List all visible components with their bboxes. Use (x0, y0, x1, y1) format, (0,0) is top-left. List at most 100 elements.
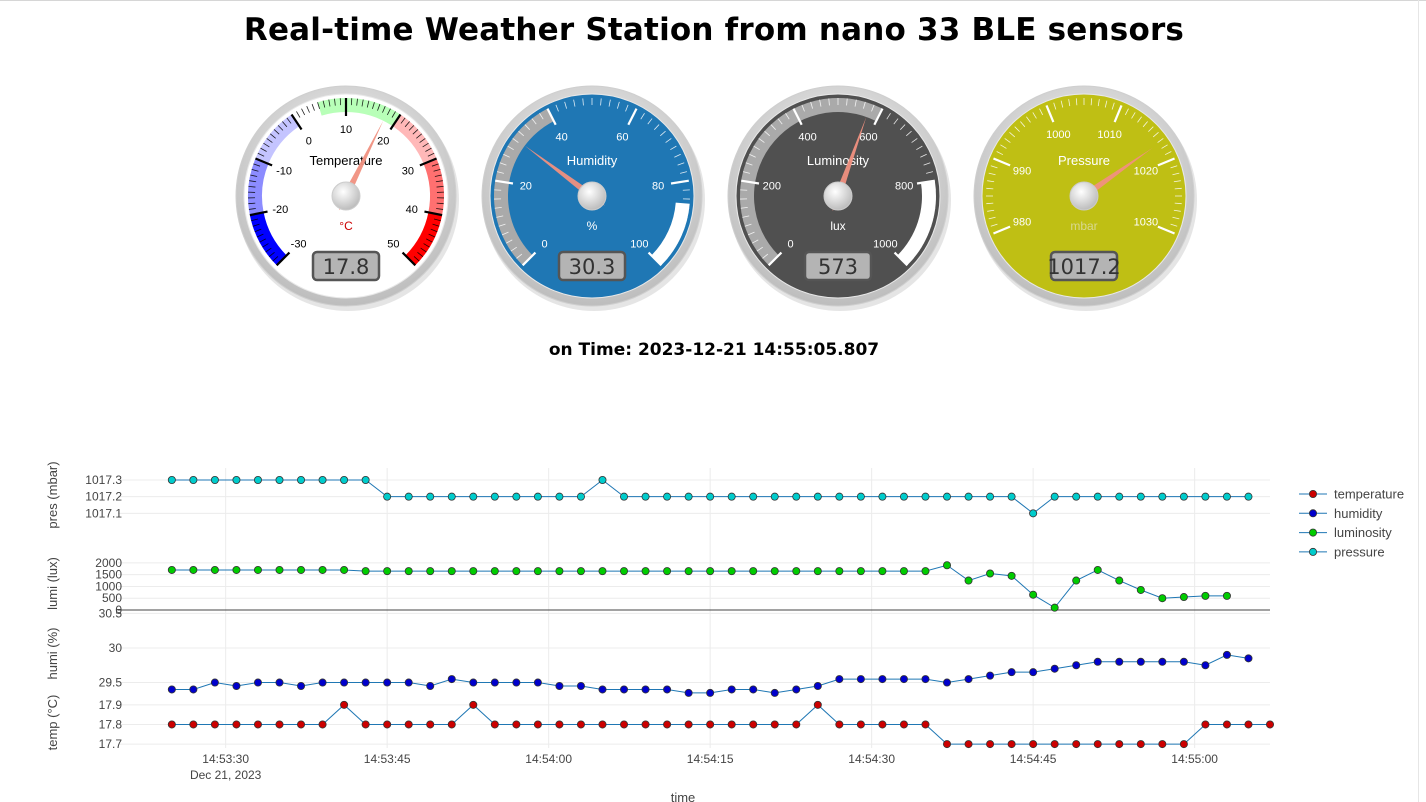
gauge-minor-tick (499, 162, 507, 166)
gauge-tick-label: 100 (630, 238, 648, 250)
temperature-data-point (490, 720, 499, 729)
gauge-minor-tick (1174, 202, 1182, 205)
gauge-major-tick (1157, 157, 1175, 167)
legend-item-temperature[interactable]: temperature (1299, 487, 1404, 502)
gauge-tick-label: 80 (652, 181, 664, 193)
gauge-major-tick (521, 251, 537, 267)
scrollbar-track[interactable] (1418, 0, 1419, 802)
gauge-minor-tick (742, 171, 750, 174)
gauge-major-tick (495, 179, 514, 185)
gauge-minor-tick (770, 124, 776, 130)
pressure-data-point (641, 492, 650, 501)
humidity-data-point (318, 678, 327, 687)
gauge-major-tick (275, 251, 291, 267)
gauge-minor-tick (408, 125, 415, 131)
x-tick-date-label: Dec 21, 2023 (190, 768, 262, 782)
gauge-minor-tick (322, 100, 326, 108)
gauge-minor-tick (905, 130, 912, 137)
y-tick-label: 17.9 (99, 698, 123, 712)
humidity-data-point (1050, 664, 1059, 673)
temperature-data-point (1050, 740, 1059, 749)
gauge-major-tick (741, 179, 760, 185)
luminosity-data-point (964, 576, 973, 585)
temperature-data-point (318, 720, 327, 729)
gauge-minor-tick (413, 256, 420, 262)
gauge-minor-tick (512, 138, 519, 143)
pressure-data-point (512, 492, 521, 501)
gauge-minor-tick (286, 117, 292, 124)
gauge-major-tick (767, 251, 783, 267)
gauge-minor-tick (742, 215, 750, 218)
gauge-minor-tick (433, 218, 441, 222)
gauge-value-text: 573 (818, 255, 858, 279)
gauge-minor-tick (1170, 223, 1178, 227)
luminosity-data-point (383, 567, 392, 576)
temperature-data-point (340, 700, 349, 709)
gauge-minor-tick (518, 130, 525, 137)
gauge-minor-tick (828, 98, 830, 106)
luminosity-data-point (986, 569, 995, 578)
gauge-minor-tick (680, 171, 688, 174)
gauge-minor-tick (1173, 209, 1181, 212)
gauge-minor-tick (677, 162, 685, 166)
temperature-data-point (275, 720, 284, 729)
humidity-data-point (813, 682, 822, 691)
luminosity-data-point (189, 565, 198, 574)
gauge-tick-label: 0 (542, 238, 548, 250)
gauge-tick-label: -30 (291, 238, 307, 250)
gauge-minor-tick (251, 218, 259, 222)
luminosity-data-point (943, 561, 952, 570)
legend-label: luminosity (1334, 525, 1392, 540)
gauge-minor-tick (311, 103, 315, 111)
temperature-data-point (706, 720, 715, 729)
gauge-minor-tick (420, 247, 427, 253)
gauge-minor-tick (1164, 151, 1172, 156)
gauge-minor-tick (756, 246, 763, 252)
gauge-minor-tick (1000, 144, 1007, 149)
gauge-minor-tick (265, 247, 272, 253)
gauge-minor-tick (846, 98, 848, 106)
gauge-minor-tick (886, 113, 891, 120)
gauge-tick-label: 600 (859, 131, 877, 143)
gauge-major-tick (670, 179, 689, 185)
gauge-major-tick (647, 251, 663, 267)
luminosity-data-point (253, 565, 262, 574)
gauge-tick-label: 60 (616, 131, 628, 143)
gauge-major-tick (255, 157, 273, 167)
humidity-data-point (986, 671, 995, 680)
gauge-minor-tick (819, 99, 822, 107)
gauge-tick-label: 800 (895, 181, 913, 193)
gauge-major-tick (792, 108, 803, 126)
gauge-minor-tick (1032, 112, 1037, 119)
legend-item-pressure[interactable]: pressure (1299, 544, 1385, 559)
luminosity-gauge: 0 200 400 600 800 1000 Luminosity lux 573 (727, 85, 951, 311)
humidity-data-point (1179, 657, 1188, 666)
temperature-data-point (1158, 740, 1167, 749)
gauge-tick-label: 20 (520, 181, 532, 193)
humidity-data-point (361, 678, 370, 687)
pressure-data-point (383, 492, 392, 501)
gauge-minor-tick (810, 101, 813, 109)
luminosity-data-point (792, 567, 801, 576)
gauge-highlight-band (651, 202, 690, 266)
temperature-data-point (1072, 740, 1081, 749)
gauge-minor-tick (582, 98, 584, 106)
pressure-data-point (684, 492, 693, 501)
gauge-minor-tick (920, 153, 927, 158)
pressure-data-point (964, 492, 973, 501)
legend-item-luminosity[interactable]: luminosity (1299, 525, 1392, 540)
top-border (0, 0, 1426, 1)
luminosity-data-point (706, 567, 715, 576)
temperature-data-point (512, 720, 521, 729)
humidity-data-point (706, 688, 715, 697)
humidity-data-point (641, 685, 650, 694)
gauge-tick-label: 20 (377, 135, 389, 147)
pressure-data-point (189, 475, 198, 484)
humidity-data-point (404, 678, 413, 687)
gauge-minor-tick (923, 162, 931, 166)
humidity-data-point (749, 685, 758, 694)
legend-item-humidity[interactable]: humidity (1299, 506, 1383, 521)
gauge-minor-tick (277, 125, 284, 131)
temperature-data-point (1093, 740, 1102, 749)
